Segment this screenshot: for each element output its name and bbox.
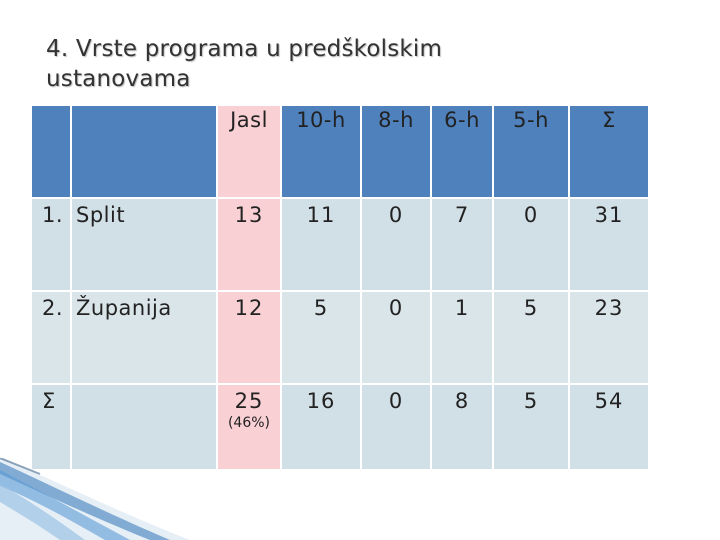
cell-sum: 31 <box>570 199 650 292</box>
row-label: Županija <box>72 292 218 385</box>
table-header-row: Jasl 10-h 8-h 6-h 5-h Σ <box>32 106 650 199</box>
header-cell-sum: Σ <box>570 106 650 199</box>
header-cell-name <box>72 106 218 199</box>
cell-6h: 8 <box>432 385 494 471</box>
cell-5h: 5 <box>494 292 570 385</box>
table-row: 1. Split 13 11 0 7 0 31 <box>32 199 650 292</box>
cell-5h: 0 <box>494 199 570 292</box>
row-number: 1. <box>32 199 72 292</box>
cell-10h: 11 <box>282 199 362 292</box>
program-types-table: Jasl 10-h 8-h 6-h 5-h Σ 1. Split 13 11 0… <box>32 106 650 471</box>
row-sum-symbol: Σ <box>32 385 72 471</box>
cell-10h: 16 <box>282 385 362 471</box>
slide-title-line-1: 4. Vrste programa u predškolskim <box>46 36 443 62</box>
cell-8h: 0 <box>362 292 432 385</box>
slide-title: 4. Vrste programa u predškolskim ustanov… <box>46 34 646 94</box>
jasl-percentage: (46%) <box>227 415 271 431</box>
cell-8h: 0 <box>362 385 432 471</box>
cell-6h: 1 <box>432 292 494 385</box>
header-cell-8h: 8-h <box>362 106 432 199</box>
cell-sum: 54 <box>570 385 650 471</box>
cell-jasl: 12 <box>218 292 282 385</box>
header-cell-6h: 6-h <box>432 106 494 199</box>
slide-title-line-2: ustanovama <box>46 66 191 92</box>
cell-6h: 7 <box>432 199 494 292</box>
row-number: 2. <box>32 292 72 385</box>
header-cell-10h: 10-h <box>282 106 362 199</box>
cell-8h: 0 <box>362 199 432 292</box>
header-cell-5h: 5-h <box>494 106 570 199</box>
cell-jasl: 13 <box>218 199 282 292</box>
cell-5h: 5 <box>494 385 570 471</box>
cell-jasl: 25 (46%) <box>218 385 282 471</box>
header-cell-jasl: Jasl <box>218 106 282 199</box>
cell-sum: 23 <box>570 292 650 385</box>
table-row-total: Σ 25 (46%) 16 0 8 5 54 <box>32 385 650 471</box>
decorative-corner-swoosh <box>0 458 190 540</box>
table-row: 2. Županija 12 5 0 1 5 23 <box>32 292 650 385</box>
header-cell-num <box>32 106 72 199</box>
cell-10h: 5 <box>282 292 362 385</box>
row-label <box>72 385 218 471</box>
row-label: Split <box>72 199 218 292</box>
